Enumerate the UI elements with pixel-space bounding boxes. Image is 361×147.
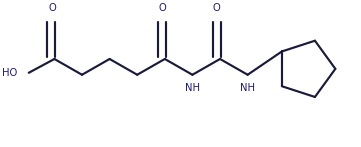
Text: O: O [48,3,56,13]
Text: NH: NH [240,83,255,93]
Text: O: O [159,3,167,13]
Text: O: O [212,3,220,13]
Text: HO: HO [2,68,17,78]
Text: NH: NH [185,83,200,93]
